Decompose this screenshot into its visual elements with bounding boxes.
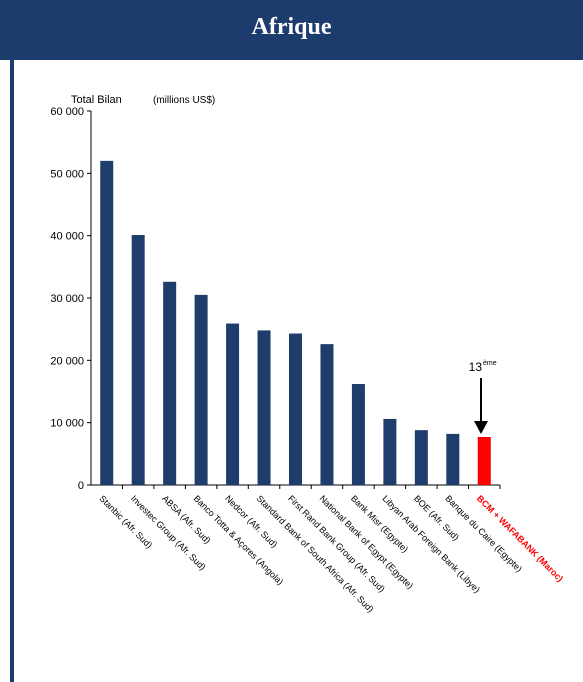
y-tick-label: 30 000 (50, 293, 84, 305)
y-tick-label: 0 (78, 480, 84, 492)
bar (477, 437, 491, 485)
y-axis-label: Total Bilan (71, 94, 122, 106)
rank-number: 13 (469, 360, 483, 374)
bar (351, 384, 365, 485)
bar (226, 323, 240, 485)
y-tick-label: 60 000 (50, 106, 84, 118)
bar (320, 344, 334, 485)
x-tick-labels: Stanbic (Afr. Sud)Investec Group (Afr. S… (97, 493, 565, 614)
y-tick-label: 20 000 (50, 355, 84, 367)
left-accent-bar (10, 60, 14, 682)
bar (289, 333, 302, 485)
rank-annotation: 13 ème (469, 360, 497, 434)
bar (446, 433, 460, 485)
bars (100, 160, 491, 485)
header-band (0, 0, 583, 60)
bar (163, 281, 177, 485)
rank-suffix: ème (483, 360, 497, 367)
y-axis-unit: (millions US$) (153, 95, 215, 106)
axes: 0 10 000 20 000 30 000 40 000 50 000 60 000 (50, 106, 501, 492)
bar (194, 294, 208, 485)
bar (414, 430, 428, 485)
y-tick-label: 10 000 (50, 418, 84, 430)
bar (100, 160, 114, 485)
page-title: Afrique (251, 14, 332, 40)
bar (257, 330, 271, 485)
x-tick-label: Standard Bank of South Africa (Afr. Sud) (255, 493, 376, 614)
rank-arrow-head (474, 421, 488, 434)
y-tick-label: 40 000 (50, 231, 84, 243)
bar (383, 418, 397, 485)
y-tick-label: 50 000 (50, 168, 84, 180)
x-tick-label: Bank Misr (Egypte) (349, 493, 410, 554)
bar (131, 235, 145, 485)
